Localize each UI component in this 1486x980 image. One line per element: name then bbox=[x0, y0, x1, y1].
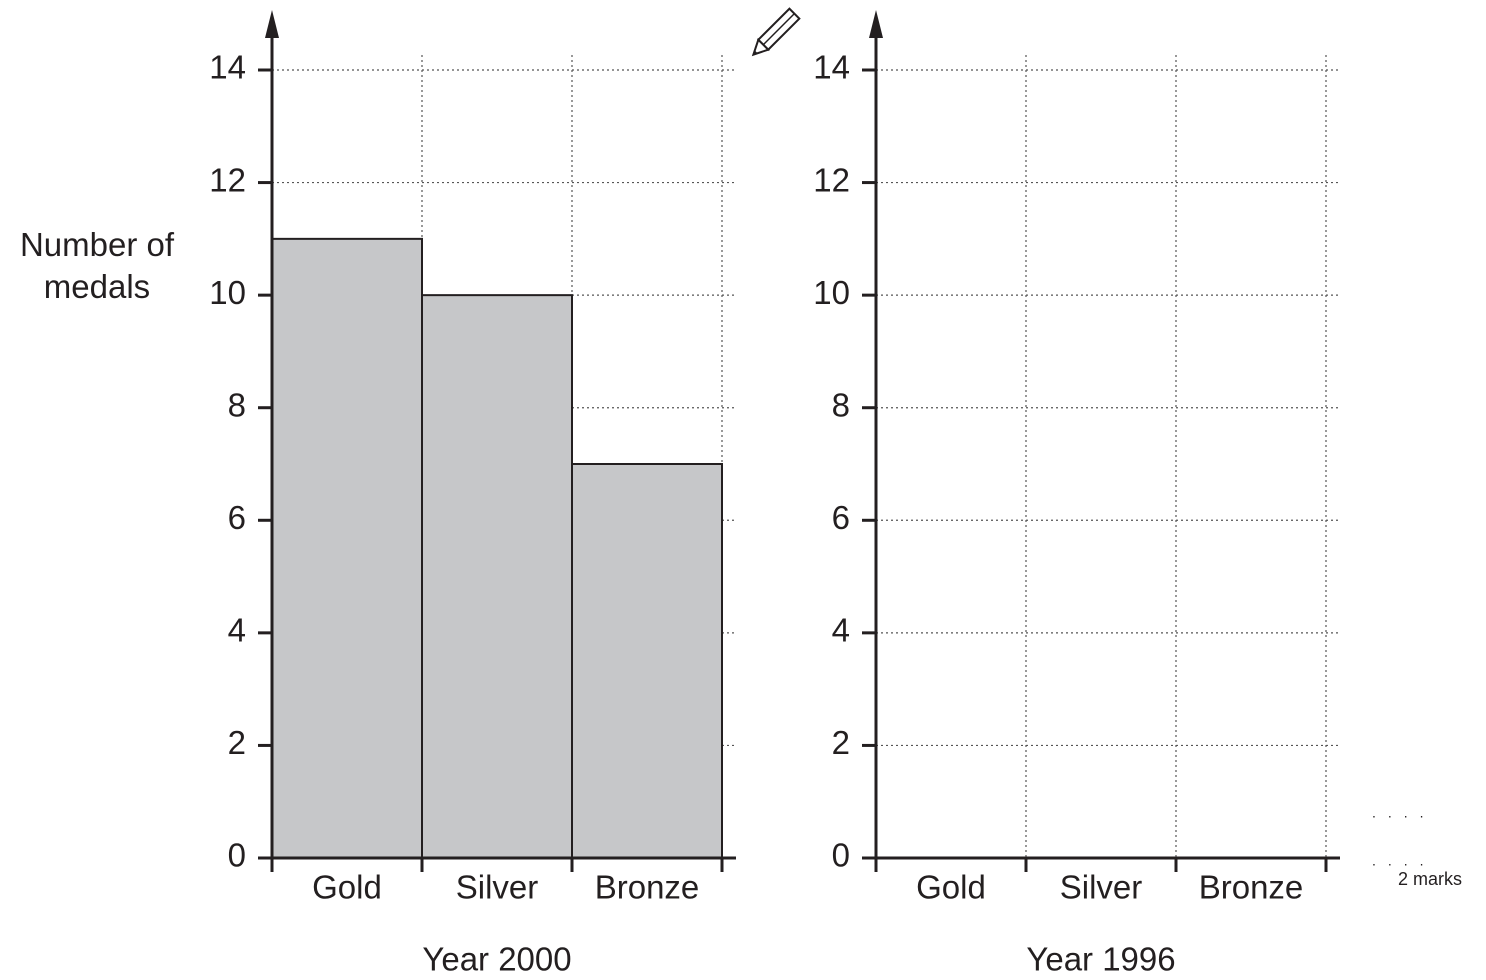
y-tick-label: 2 bbox=[832, 724, 850, 761]
y-tick-label: 2 bbox=[228, 724, 246, 761]
pencil-icon bbox=[751, 7, 801, 57]
y-tick-label: 10 bbox=[209, 274, 246, 311]
y-tick-label: 14 bbox=[813, 49, 850, 86]
y-axis-arrow bbox=[869, 10, 883, 38]
bar bbox=[421, 294, 573, 859]
chart-title: Year 1996 bbox=[1026, 941, 1175, 978]
y-tick-label: 10 bbox=[813, 274, 850, 311]
x-tick-label: Silver bbox=[456, 869, 539, 906]
y-tick-label: 14 bbox=[209, 49, 246, 86]
y-tick-label: 6 bbox=[228, 499, 246, 536]
y-tick-label: 0 bbox=[832, 837, 850, 874]
y-axis-arrow bbox=[265, 10, 279, 38]
mark-allocation: 2 marks bbox=[1398, 869, 1462, 889]
dots: .... bbox=[1372, 853, 1436, 869]
chart-title: Year 2000 bbox=[422, 941, 571, 978]
x-tick-label: Bronze bbox=[595, 869, 700, 906]
y-tick-label: 0 bbox=[228, 837, 246, 874]
y-tick-label: 12 bbox=[209, 161, 246, 198]
x-tick-label: Silver bbox=[1060, 869, 1143, 906]
y-tick-label: 4 bbox=[832, 612, 850, 649]
dots: .... bbox=[1372, 805, 1436, 821]
x-tick-label: Gold bbox=[312, 869, 382, 906]
bar bbox=[271, 237, 423, 860]
y-tick-label: 12 bbox=[813, 161, 850, 198]
x-tick-label: Bronze bbox=[1199, 869, 1304, 906]
y-axis-label: Number of medals bbox=[19, 226, 175, 305]
bar bbox=[571, 463, 723, 859]
y-tick-label: 8 bbox=[228, 386, 246, 423]
y-tick-label: 8 bbox=[832, 386, 850, 423]
y-tick-label: 4 bbox=[228, 612, 246, 649]
y-tick-label: 6 bbox=[832, 499, 850, 536]
x-tick-label: Gold bbox=[916, 869, 986, 906]
